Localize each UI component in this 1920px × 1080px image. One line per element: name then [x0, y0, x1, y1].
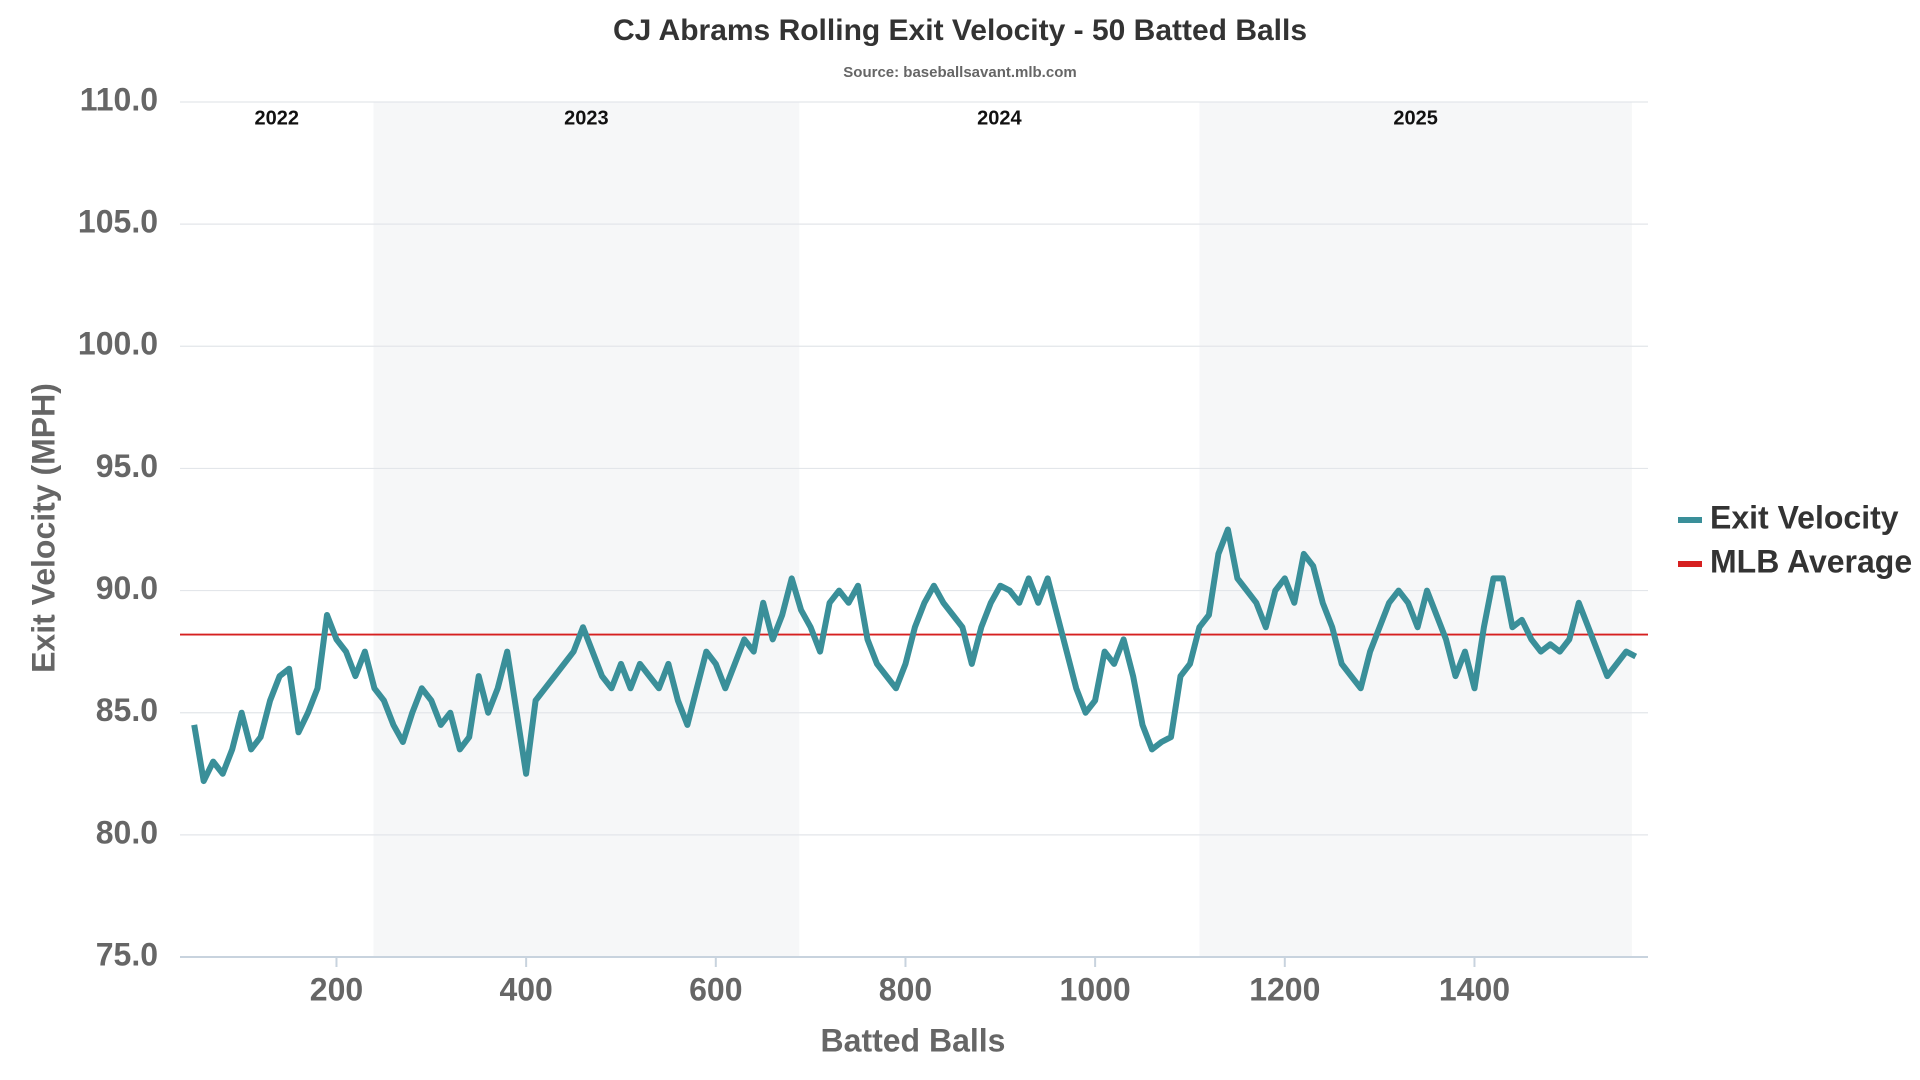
y-tick-label: 80.0 [96, 814, 158, 850]
season-label: 2022 [254, 107, 299, 129]
season-band [373, 102, 800, 957]
season-band [1199, 102, 1632, 957]
x-tick-label: 1400 [1439, 971, 1510, 1007]
season-label: 2024 [977, 107, 1022, 129]
x-tick-label: 200 [310, 971, 363, 1007]
series-line [191, 526, 1638, 785]
legend-label: Exit Velocity [1710, 499, 1899, 535]
y-tick-label: 85.0 [96, 692, 158, 728]
y-tick-label: 95.0 [96, 448, 158, 484]
y-tick-label: 75.0 [96, 936, 158, 972]
x-tick-label: 1000 [1060, 971, 1131, 1007]
y-tick-label: 105.0 [78, 204, 158, 240]
legend-label: MLB Average [1710, 543, 1912, 579]
x-tick-label: 800 [879, 971, 932, 1007]
y-tick-label: 110.0 [80, 81, 158, 117]
chart-title: CJ Abrams Rolling Exit Velocity - 50 Bat… [613, 14, 1307, 47]
x-tick-label: 1200 [1249, 971, 1320, 1007]
y-tick-label: 100.0 [78, 326, 158, 362]
x-tick-label: 600 [689, 971, 742, 1007]
season-label: 2025 [1393, 107, 1438, 129]
season-label: 2023 [564, 107, 609, 129]
x-tick-label: 400 [499, 971, 552, 1007]
x-axis-label: Batted Balls [821, 1022, 1006, 1058]
chart-subtitle: Source: baseballsavant.mlb.com [843, 64, 1076, 81]
y-axis-label: Exit Velocity (MPH) [25, 383, 61, 673]
y-tick-label: 90.0 [96, 570, 158, 606]
